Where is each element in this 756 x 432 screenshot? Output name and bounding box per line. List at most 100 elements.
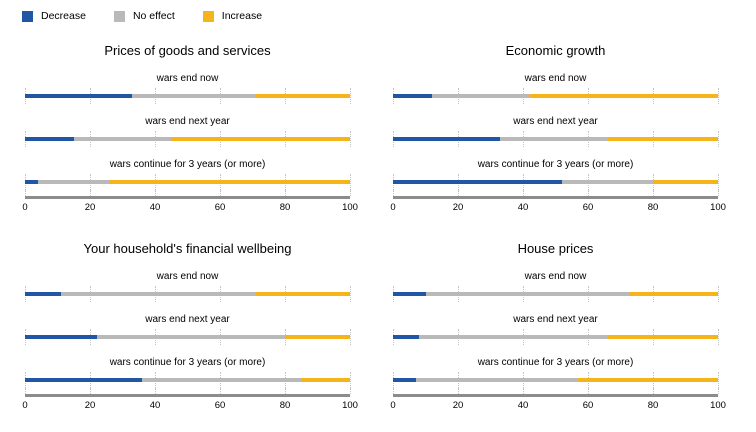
gridline [155,190,156,196]
gridline [220,190,221,196]
bar-track [25,286,351,302]
decrease-swatch-icon [22,10,33,22]
gridline [523,190,524,196]
bar-row-group: wars continue for 3 years (or more) [393,159,719,190]
chart-panel: House prices wars end now wars end next ye… [390,241,726,413]
axis-tick-label: 80 [279,400,291,411]
legend-label: No effect [132,10,175,22]
legend-label: Decrease [41,10,86,22]
axis-tick-label: 20 [84,202,96,213]
legend-item-no-effect: No effect [113,10,189,22]
x-axis: 0 20 40 60 80 100 [22,394,358,413]
bar-segment-no-effect [38,180,110,184]
bar-segment-increase [607,137,718,141]
stacked-bar [25,335,350,339]
gridline [285,190,286,196]
panel-title: Economic growth [505,43,606,58]
gridline [718,190,719,196]
bar-segment-decrease [25,292,61,296]
axis-tick-label: 0 [390,400,396,411]
bar-segment-decrease [393,292,426,296]
gridline [350,286,351,302]
bar-label: wars continue for 3 years (or more) [477,357,634,368]
stacked-bar [25,180,350,184]
chart-panel: Prices of goods and services wars end now… [22,44,358,215]
gridline [90,190,91,196]
axis-tick-label: 80 [279,202,291,213]
bar-segment-decrease [393,378,416,382]
gridline [718,388,719,394]
gridline [718,131,719,147]
bar-track [25,329,351,345]
increase-swatch-icon [202,10,214,22]
gridline [718,174,719,190]
bar-label: wars end now [524,73,587,84]
axis-tick-label: 20 [84,400,96,411]
axis-tick-label: 0 [390,202,396,213]
bar-label: wars end next year [513,116,598,127]
chart-panels-grid: Prices of goods and services wars end now… [22,43,726,413]
gridline [718,286,719,302]
bar-segment-no-effect [73,137,172,141]
bar-row-group: wars end now [393,73,719,104]
bar-track [25,372,351,388]
axis-gridline-strip [393,190,719,196]
bar-track [393,131,719,147]
gridline [350,174,351,190]
x-axis: 0 20 40 60 80 100 [22,196,358,215]
stacked-bar [25,137,350,141]
bar-segment-no-effect [415,378,579,382]
bar-segment-decrease [393,137,501,141]
stacked-bar [393,137,718,141]
gridline [350,190,351,196]
bar-segment-no-effect [562,180,653,184]
axis-tick-label: 40 [517,400,529,411]
bar-segment-no-effect [96,335,285,339]
stacked-bar [25,94,350,98]
panel-title: House prices [517,241,594,256]
bar-track [393,329,719,345]
bar-segment-increase [607,335,718,339]
axis-tick-label: 20 [452,400,464,411]
bar-segment-no-effect [432,94,530,98]
gridline [350,372,351,388]
axis-tick-label: 100 [710,400,726,411]
chart-legend: Decrease No effect Increase [22,10,276,22]
bar-row-group: wars continue for 3 years (or more) [393,357,719,388]
no-effect-swatch-icon [113,10,125,22]
bar-track [393,88,719,104]
bar-segment-decrease [25,137,74,141]
bar-row-group: wars end next year [25,314,351,345]
stacked-bar [25,378,350,382]
gridline [718,88,719,104]
bar-segment-increase [255,292,350,296]
bar-row-group: wars continue for 3 years (or more) [25,159,351,190]
bar-track [25,88,351,104]
bar-row-group: wars continue for 3 years (or more) [25,357,351,388]
gridline [350,388,351,394]
stacked-bar [393,180,718,184]
gridline [718,372,719,388]
axis-tick-label: 80 [647,400,659,411]
gridline [588,388,589,394]
axis-gridline-strip [393,388,719,394]
bar-segment-decrease [25,335,97,339]
axis-tick-label: 100 [710,202,726,213]
gridline [155,388,156,394]
gridline [285,388,286,394]
axis-tick-label: 40 [149,202,161,213]
bar-row-group: wars end next year [393,116,719,147]
gridline [350,329,351,345]
gridline [588,190,589,196]
bar-label: wars continue for 3 years (or more) [109,159,266,170]
bar-row-group: wars end now [393,271,719,302]
bar-segment-decrease [25,180,38,184]
gridline [220,388,221,394]
bar-track [25,131,351,147]
legend-label: Increase [221,10,263,22]
bar-segment-no-effect [142,378,302,382]
gridline [90,388,91,394]
bar-segment-increase [171,137,350,141]
x-axis: 0 20 40 60 80 100 [390,394,726,413]
